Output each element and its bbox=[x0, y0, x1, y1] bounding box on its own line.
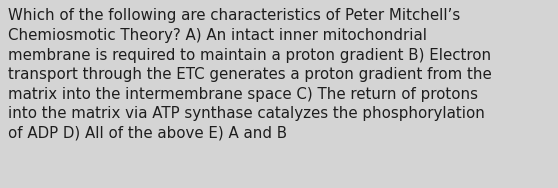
Text: Which of the following are characteristics of Peter Mitchell’s
Chemiosmotic Theo: Which of the following are characteristi… bbox=[8, 8, 492, 141]
